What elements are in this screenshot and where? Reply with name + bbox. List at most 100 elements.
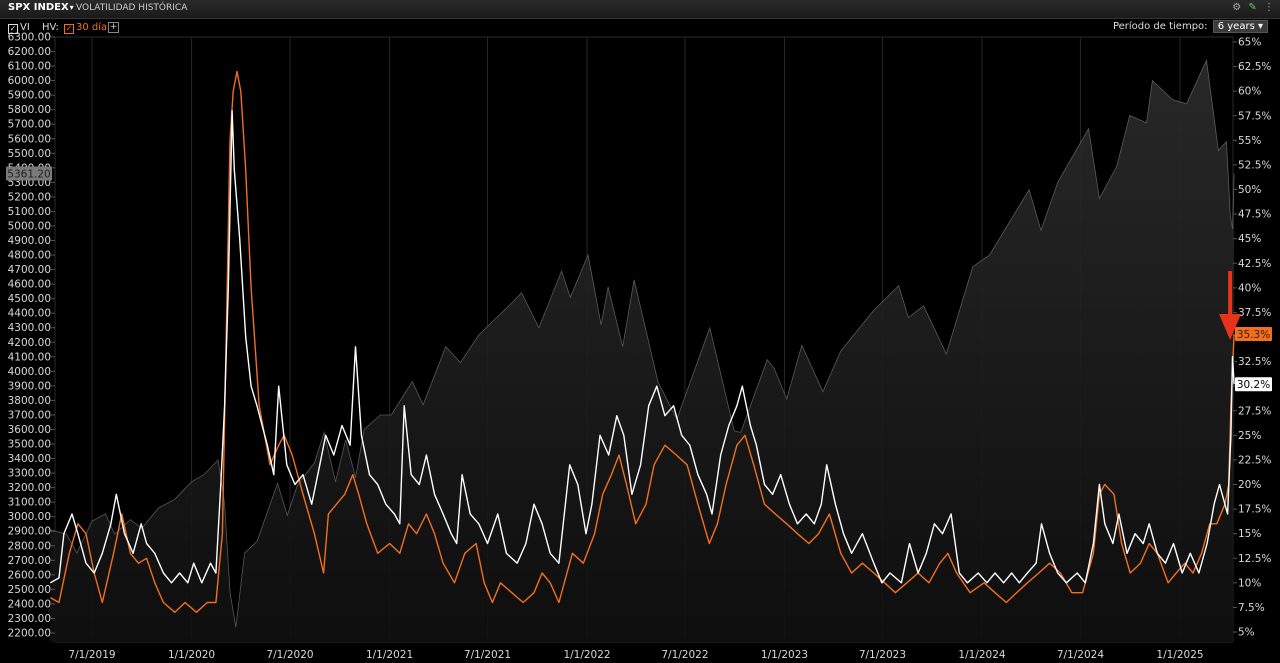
- spx-last-value-label: 5361.20: [7, 168, 50, 180]
- x-tick-label: 1/1/2020: [168, 649, 215, 661]
- vi-toggle[interactable]: ✓ VI: [8, 22, 30, 34]
- hv30-last-value-label: 35.3%: [1237, 329, 1270, 341]
- spx-last-value-box: [6, 166, 52, 181]
- right-tick-label: 12.5%: [1238, 553, 1271, 565]
- spx-area: [50, 58, 1235, 643]
- x-tick-label: 1/1/2021: [366, 649, 413, 661]
- right-tick-label: 15%: [1238, 528, 1261, 540]
- left-tick-label: 4200.00: [8, 337, 51, 349]
- vi-checkbox-icon[interactable]: ✓: [8, 24, 18, 34]
- period-value: 6 years: [1217, 21, 1255, 32]
- right-tick-label: 60%: [1238, 86, 1261, 98]
- x-tick-label: 7/1/2024: [1057, 649, 1104, 661]
- left-tick-label: 2900.00: [8, 526, 51, 538]
- ticker-selector[interactable]: SPX INDEX▾: [8, 2, 74, 13]
- x-tick-label: 7/1/2023: [859, 649, 906, 661]
- left-tick-label: 6100.00: [8, 61, 51, 73]
- right-tick-label: 50%: [1238, 184, 1261, 196]
- vi-label: VI: [20, 22, 30, 33]
- left-tick-label: 3400.00: [8, 453, 51, 465]
- right-tick-label: 47.5%: [1238, 209, 1271, 221]
- left-tick-label: 3000.00: [8, 511, 51, 523]
- right-tick-label: 10%: [1238, 577, 1261, 589]
- x-axis: 7/1/2019 1/1/2020 7/1/2020 1/1/2021 7/1/2021…: [68, 649, 1203, 661]
- right-tick-label: 55%: [1238, 135, 1261, 147]
- right-tick-label: 62.5%: [1238, 61, 1271, 73]
- right-tick-label: 27.5%: [1238, 405, 1271, 417]
- right-tick-label: 17.5%: [1238, 504, 1271, 516]
- x-tick-label: 7/1/2022: [661, 649, 708, 661]
- left-tick-label: 4400.00: [8, 308, 51, 320]
- left-tick-label: 2300.00: [8, 613, 51, 625]
- ticker-dropdown-icon: ▾: [69, 3, 74, 12]
- left-tick-label: 2400.00: [8, 598, 51, 610]
- spx-area-fill: [50, 60, 1235, 643]
- right-tick-label: 37.5%: [1238, 307, 1271, 319]
- left-tick-label: 3200.00: [8, 482, 51, 494]
- left-tick-label: 6300.00: [8, 32, 51, 44]
- arrow-down-icon: [1219, 314, 1242, 340]
- left-tick-label: 5500.00: [8, 148, 51, 160]
- x-tick-label: 7/1/2021: [464, 649, 511, 661]
- left-tick-label: 5600.00: [8, 133, 51, 145]
- hv-label: HV:: [42, 22, 59, 33]
- right-tick-label: 25%: [1238, 430, 1261, 442]
- right-tick-label: 5%: [1238, 627, 1255, 639]
- more-vertical-icon[interactable]: ⋮: [1264, 2, 1274, 13]
- left-tick-label: 3900.00: [8, 380, 51, 392]
- left-tick-label: 3800.00: [8, 395, 51, 407]
- chevron-down-icon: ▾: [1257, 21, 1263, 32]
- left-tick-label: 2800.00: [8, 540, 51, 552]
- window-titlebar: SPX INDEX▾ VOLATILIDAD HISTÓRICA ⚙ ✎ ⋮: [0, 0, 1280, 19]
- vi-last-value-label: 30.2%: [1237, 379, 1270, 391]
- left-tick-label: 3500.00: [8, 439, 51, 451]
- hv-30-checkbox-icon[interactable]: ✓: [64, 24, 74, 34]
- left-tick-label: 3600.00: [8, 424, 51, 436]
- chart-toolbar: ✓ VI HV: ✓ 30 día + Período de tiempo: 6 y…: [0, 19, 1280, 37]
- series-lines: [49, 70, 1235, 613]
- period-selector: Período de tiempo: 6 years ▾: [1113, 20, 1268, 33]
- left-tick-label: 2500.00: [8, 584, 51, 596]
- plus-icon[interactable]: +: [108, 22, 119, 33]
- x-tick-label: 7/1/2019: [68, 649, 115, 661]
- right-tick-label: 22.5%: [1238, 454, 1271, 466]
- spx-line: [50, 58, 1235, 628]
- left-tick-label: 4300.00: [8, 322, 51, 334]
- hv30-last-value-box: [1235, 327, 1272, 342]
- left-tick-label: 4700.00: [8, 264, 51, 276]
- left-tick-label: 2600.00: [8, 569, 51, 581]
- gear-icon[interactable]: ⚙: [1232, 2, 1242, 13]
- ticker-label: SPX INDEX: [8, 2, 69, 13]
- x-tick-label: 1/1/2024: [958, 649, 1005, 661]
- left-tick-label: 5900.00: [8, 90, 51, 102]
- window-tools: ⚙ ✎ ⋮: [1228, 2, 1274, 13]
- left-tick-label: 4000.00: [8, 366, 51, 378]
- annotations: 35.3% 30.2% 5361.20: [6, 166, 1272, 392]
- left-tick-label: 5200.00: [8, 191, 51, 203]
- left-tick-label: 5100.00: [8, 206, 51, 218]
- x-tick-label: 1/1/2022: [563, 649, 610, 661]
- left-tick-label: 3100.00: [8, 497, 51, 509]
- left-tick-label: 2700.00: [8, 555, 51, 567]
- left-tick-label: 6000.00: [8, 75, 51, 87]
- x-tick-label: 1/1/2023: [761, 649, 808, 661]
- vi-last-value-box: [1235, 377, 1272, 392]
- hv-30-label: 30 día: [76, 22, 108, 33]
- left-tick-label: 2200.00: [8, 628, 51, 640]
- pencil-icon[interactable]: ✎: [1248, 2, 1257, 13]
- right-tick-label: 20%: [1238, 479, 1261, 491]
- left-tick-label: 4600.00: [8, 279, 51, 291]
- left-tick-label: 3700.00: [8, 409, 51, 421]
- left-tick-label: 4100.00: [8, 351, 51, 363]
- hv-30-toggle[interactable]: ✓ 30 día: [64, 22, 107, 34]
- right-tick-label: 52.5%: [1238, 159, 1271, 171]
- right-tick-label: 65%: [1238, 37, 1261, 49]
- x-tick-label: 7/1/2020: [266, 649, 313, 661]
- right-tick-label: 40%: [1238, 282, 1261, 294]
- x-tick-label: 1/1/2025: [1156, 649, 1203, 661]
- vi-line: [49, 110, 1235, 584]
- left-tick-label: 5700.00: [8, 119, 51, 131]
- period-dropdown[interactable]: 6 years ▾: [1212, 20, 1268, 33]
- left-tick-label: 4500.00: [8, 293, 51, 305]
